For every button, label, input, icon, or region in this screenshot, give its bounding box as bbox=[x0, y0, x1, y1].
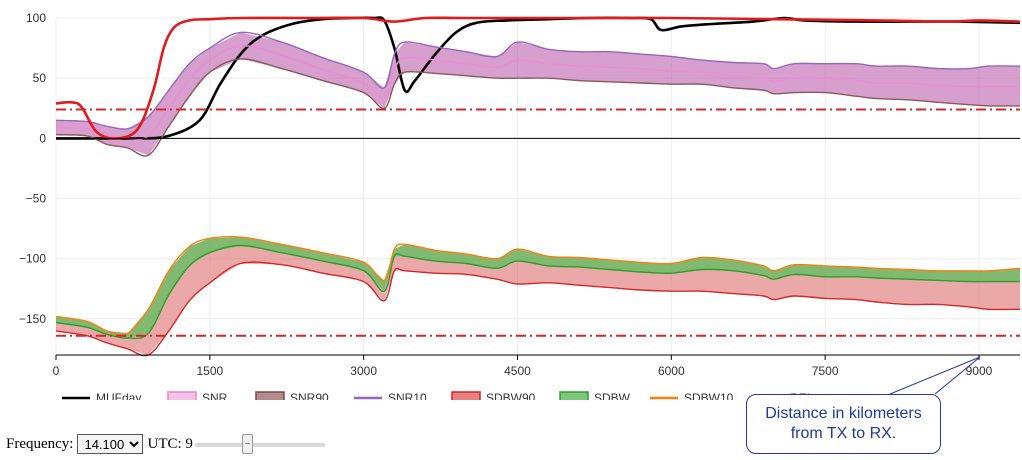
band-sdbw-upper bbox=[56, 237, 1020, 339]
x-tick-label: 0 bbox=[53, 364, 60, 378]
series-snr10 bbox=[55, 31, 1021, 130]
series-snr90 bbox=[55, 58, 1021, 157]
utc-slider[interactable] bbox=[194, 434, 325, 454]
bands bbox=[56, 32, 1020, 355]
frequency-label: Frequency: bbox=[6, 435, 74, 452]
frequency-select[interactable]: 14.100 bbox=[77, 434, 144, 454]
legend-label: SDBW90 bbox=[486, 391, 536, 400]
y-tick-label: −100 bbox=[19, 252, 46, 266]
utc-slider-thumb[interactable] bbox=[241, 434, 253, 454]
axes: 0 1500 3000 4500 6000 7500 9000 100 50 0 −50 −100 −1… bbox=[19, 11, 1020, 378]
band-snr-band bbox=[56, 32, 1020, 156]
series-sdbw bbox=[55, 244, 1020, 340]
controls: Frequency: 14.100 UTC: 9 bbox=[6, 434, 325, 454]
legend-swatch bbox=[255, 391, 285, 400]
reference-lines bbox=[56, 108, 1020, 337]
legend-item-mufday[interactable]: MUFday bbox=[62, 391, 141, 400]
y-tick-label: 50 bbox=[33, 71, 47, 85]
legend-item-sdbw90[interactable]: SDBW90 bbox=[451, 391, 536, 400]
legend: MUFdaySNRSNR90SNR10SDBW90SDBWSDBW10REL bbox=[62, 391, 814, 400]
y-tick-label: 0 bbox=[39, 131, 46, 145]
utc-label: UTC: 9 bbox=[147, 435, 193, 452]
annotation-line-1: Distance in kilometers bbox=[765, 405, 922, 422]
legend-swatch bbox=[559, 391, 589, 400]
legend-swatch bbox=[167, 391, 197, 400]
legend-label: SDBW10 bbox=[684, 391, 734, 400]
y-tick-label: 100 bbox=[26, 11, 46, 25]
callout-pointer-right bbox=[934, 356, 981, 395]
annotation-box: Distance in kilometers from TX to RX. bbox=[746, 394, 941, 454]
x-tick-label: 9000 bbox=[966, 364, 993, 378]
legend-item-snr90[interactable]: SNR90 bbox=[255, 391, 329, 400]
series-sdbw10 bbox=[55, 235, 1021, 336]
series-sdbw90 bbox=[55, 261, 1021, 357]
legend-label: SNR90 bbox=[290, 391, 329, 400]
annotation-callout bbox=[889, 356, 981, 395]
x-tick-label: 3000 bbox=[350, 364, 377, 378]
legend-label: SNR bbox=[202, 391, 228, 400]
x-tick-label: 7500 bbox=[812, 364, 839, 378]
x-tick-label: 6000 bbox=[658, 364, 685, 378]
x-tick-label: 4500 bbox=[504, 364, 531, 378]
legend-label: SDBW bbox=[594, 391, 631, 400]
legend-item-snr10[interactable]: SNR10 bbox=[354, 391, 427, 400]
series-snr bbox=[55, 44, 1020, 140]
callout-pointer-left bbox=[889, 356, 981, 395]
legend-item-sdbw10[interactable]: SDBW10 bbox=[650, 391, 734, 400]
chart: 0 1500 3000 4500 6000 7500 9000 100 50 0 −50 −100 −1… bbox=[19, 11, 1021, 400]
legend-item-sdbw[interactable]: SDBW bbox=[559, 391, 631, 400]
utc-slider-track bbox=[194, 443, 325, 447]
legend-label: SNR10 bbox=[388, 391, 427, 400]
legend-item-snr[interactable]: SNR bbox=[167, 391, 228, 400]
band-sdbw-band bbox=[56, 237, 1020, 355]
x-tick-label: 1500 bbox=[196, 364, 223, 378]
legend-swatch bbox=[451, 391, 481, 400]
legend-label: MUFday bbox=[96, 391, 141, 400]
y-tick-label: −50 bbox=[26, 192, 47, 206]
y-tick-label: −150 bbox=[19, 312, 46, 326]
annotation-line-2: from TX to RX. bbox=[790, 425, 897, 442]
